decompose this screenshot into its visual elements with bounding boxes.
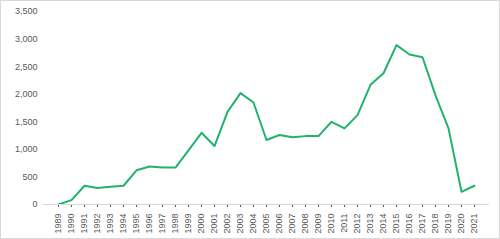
svg-text:2010: 2010	[326, 214, 336, 234]
svg-text:2021: 2021	[469, 214, 479, 234]
svg-text:0: 0	[32, 199, 37, 209]
svg-text:2009: 2009	[313, 214, 323, 234]
svg-text:2013: 2013	[365, 214, 375, 234]
svg-text:2007: 2007	[287, 214, 297, 234]
svg-text:1997: 1997	[157, 214, 167, 234]
svg-text:2000: 2000	[196, 214, 206, 234]
svg-text:1,000: 1,000	[15, 144, 38, 154]
svg-text:1,500: 1,500	[15, 117, 38, 127]
svg-text:2,500: 2,500	[15, 62, 38, 72]
svg-text:2003: 2003	[235, 214, 245, 234]
svg-text:2014: 2014	[378, 214, 388, 234]
svg-text:1995: 1995	[131, 214, 141, 234]
svg-text:1994: 1994	[118, 214, 128, 234]
svg-text:2008: 2008	[300, 214, 310, 234]
svg-text:1992: 1992	[92, 214, 102, 234]
svg-text:2,000: 2,000	[15, 89, 38, 99]
svg-text:2020: 2020	[456, 214, 466, 234]
svg-text:2005: 2005	[261, 214, 271, 234]
svg-text:2015: 2015	[391, 214, 401, 234]
svg-text:1998: 1998	[170, 214, 180, 234]
svg-text:1993: 1993	[105, 214, 115, 234]
svg-text:2012: 2012	[352, 214, 362, 234]
svg-text:1996: 1996	[144, 214, 154, 234]
svg-text:3,000: 3,000	[15, 34, 38, 44]
svg-text:2016: 2016	[404, 214, 414, 234]
svg-text:1991: 1991	[79, 214, 89, 234]
svg-text:2006: 2006	[274, 214, 284, 234]
svg-text:2019: 2019	[443, 214, 453, 234]
svg-text:2002: 2002	[222, 214, 232, 234]
svg-text:3,500: 3,500	[15, 6, 38, 16]
svg-text:500: 500	[22, 172, 37, 182]
svg-text:2011: 2011	[339, 214, 349, 233]
svg-text:2018: 2018	[430, 214, 440, 234]
svg-text:1999: 1999	[183, 214, 193, 234]
svg-text:2004: 2004	[248, 214, 258, 234]
svg-text:1990: 1990	[66, 214, 76, 234]
svg-text:2017: 2017	[417, 214, 427, 234]
svg-text:2001: 2001	[209, 214, 219, 234]
svg-text:1989: 1989	[53, 214, 63, 234]
